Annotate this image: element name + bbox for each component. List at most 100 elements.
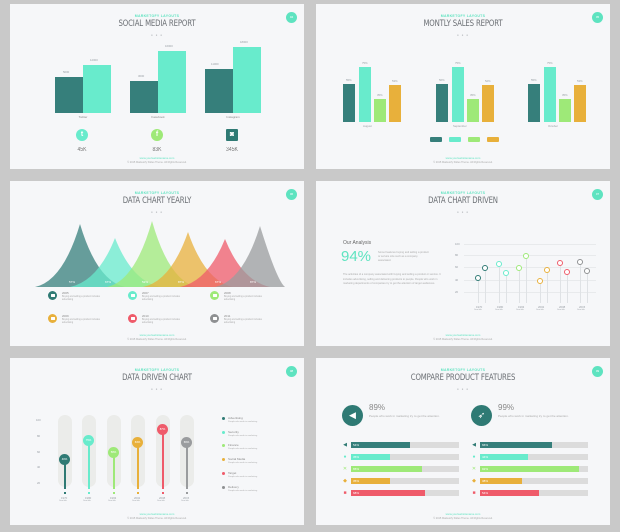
page-badge: 09 — [592, 366, 603, 377]
x-sublabel: Your title — [59, 500, 67, 502]
year-label: 2011 — [224, 314, 231, 318]
legend-item: Security People who work in marketing — [222, 430, 292, 442]
category-label: Instagram — [226, 115, 240, 119]
category-label: October — [548, 124, 558, 128]
slide-data-chart-yearly[interactable]: MARKETOFY LAYOUTS DATA CHART YEARLY ● ● … — [10, 181, 304, 346]
y-tick: 20 — [37, 481, 41, 485]
slide-title: SOCIAL MEDIA REPORT — [118, 19, 196, 29]
x-label: 1993 — [518, 305, 525, 309]
y-tick: 100 — [455, 242, 460, 246]
x-sublabel: Your title — [157, 500, 165, 502]
feature-bar: ● 35% — [342, 454, 462, 461]
category-label: Twitter — [78, 115, 88, 119]
bar-group-august: 55% 75% 35% 53% August — [343, 52, 403, 128]
briefcase-icon — [48, 314, 57, 323]
footer-url[interactable]: www.yourwebsitename.com — [139, 333, 175, 337]
brand-label: MARKETOFY LAYOUTS — [440, 191, 486, 195]
slide-title: DATA CHART DRIVEN — [428, 196, 498, 206]
x-label: 2002 — [134, 496, 141, 500]
x-sublabel: Your title — [516, 309, 524, 311]
y-tick: 40 — [37, 465, 41, 469]
footer-url[interactable]: www.yourwebsitename.com — [139, 512, 175, 516]
value-knob: 87% — [157, 424, 168, 435]
bar-value: 35% — [470, 93, 476, 97]
slide-monthly-sales-report[interactable]: MARKETOFY LAYOUTS MONTLY SALES REPORT ● … — [316, 4, 610, 169]
footer-copyright: © 2015 Marketofy Slides Theme. All Right… — [433, 517, 493, 520]
bar-value: 18000 — [240, 40, 248, 44]
column-track — [58, 415, 72, 487]
footer-copyright: © 2015 Marketofy Slides Theme. All Right… — [127, 338, 187, 341]
slide-compare-product-features[interactable]: MARKETOFY LAYOUTS COMPARE PRODUCT FEATUR… — [316, 358, 610, 525]
slide-data-driven-chart[interactable]: MARKETOFY LAYOUTS DATA DRIVEN CHART ● ● … — [10, 358, 304, 525]
bar-value: 16000 — [165, 44, 173, 48]
year-desc: Buying and selling a product includes ad… — [142, 296, 180, 301]
bar-value: 55% — [531, 78, 537, 82]
pin-marker — [557, 260, 563, 266]
twitter-stat: 45K — [77, 147, 87, 153]
slide-social-media-report[interactable]: MARKETOFY LAYOUTS SOCIAL MEDIA REPORT ● … — [10, 4, 304, 169]
slide-title: DATA DRIVEN CHART — [122, 373, 192, 383]
category-label: Facebook — [151, 115, 165, 119]
pin-marker — [523, 253, 529, 259]
bar-series2 — [158, 51, 186, 113]
twitter-icon: t — [76, 129, 88, 141]
year-item: 2005 Buying and selling a product includ… — [48, 291, 128, 307]
analysis-body-text: The activities of a company associated w… — [343, 273, 441, 285]
globe-icon: ● — [472, 454, 476, 460]
legend-item: Finance People who work in marketing — [222, 443, 292, 455]
browser-icon — [128, 291, 137, 300]
bar-series2 — [452, 67, 464, 122]
year-desc: Buying and selling a product includes ad… — [62, 296, 100, 301]
x-sublabel: Your title — [474, 309, 482, 311]
x-label: 1993 — [110, 496, 117, 500]
year-label: 2005 — [62, 291, 69, 295]
bar-value: 5000 — [63, 70, 70, 74]
feature-bar: ◀ 66% — [471, 442, 591, 449]
feature-bar: ✕ 65% — [342, 466, 462, 473]
x-sublabel: Your title — [108, 500, 116, 502]
bar-series1 — [436, 84, 448, 122]
bar-series1 — [528, 84, 540, 122]
analysis-heading: Our Analysis — [343, 240, 372, 246]
mountain-chart — [35, 221, 285, 287]
pin-marker — [516, 265, 522, 271]
feature-bar: ■ 54% — [471, 490, 591, 497]
page-badge: 05 — [592, 12, 603, 23]
y-tick: 80 — [37, 434, 41, 438]
footer-url[interactable]: www.yourwebsitename.com — [445, 512, 481, 516]
peak-label: 52% — [141, 280, 148, 284]
x-label: 1970 — [476, 305, 483, 309]
page-badge: 07 — [592, 189, 603, 200]
peak-label: 67% — [104, 280, 111, 284]
footer-url[interactable]: www.yourwebsitename.com — [445, 156, 481, 160]
footer-url[interactable]: www.yourwebsitename.com — [445, 333, 481, 337]
pin-marker — [503, 270, 509, 276]
pin-marker — [577, 259, 583, 265]
x-label: 2002 — [538, 305, 545, 309]
bar-value: 75% — [455, 61, 461, 65]
x-sublabel: Your title — [181, 500, 189, 502]
bar-series1 — [130, 81, 158, 113]
x-sublabel: Your title — [536, 309, 544, 311]
x-sublabel: Your title — [557, 309, 565, 311]
bar-value: 56% — [439, 78, 445, 82]
feature-bar: ◆ 38% — [471, 478, 591, 485]
pin-marker — [544, 267, 550, 273]
bar-series1 — [55, 77, 83, 113]
browser-icon — [128, 314, 137, 323]
bar-value: 53% — [577, 79, 583, 83]
x-label: 2015 — [579, 305, 586, 309]
pin-marker — [564, 269, 570, 275]
title-dots: ● ● ● — [150, 387, 164, 391]
pin-marker — [482, 265, 488, 271]
slide-data-chart-driven[interactable]: MARKETOFY LAYOUTS DATA CHART DRIVEN ● ● … — [316, 181, 610, 346]
bar-value: 35% — [377, 93, 383, 97]
briefcase-icon: ■ — [343, 490, 347, 496]
tools-icon: ✕ — [471, 466, 477, 472]
bar-value: 52% — [485, 79, 491, 83]
bar-value: 12000 — [90, 58, 98, 62]
legend-series4 — [487, 137, 499, 142]
footer-url[interactable]: www.yourwebsitename.com — [139, 156, 175, 160]
brand-label: MARKETOFY LAYOUTS — [440, 14, 486, 18]
feature-bar: ◆ 35% — [342, 478, 462, 485]
